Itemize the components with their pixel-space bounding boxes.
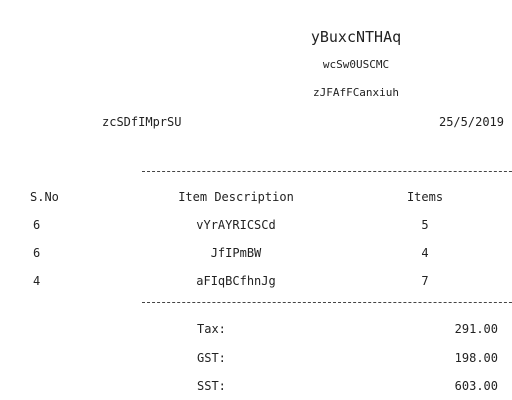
row-sno: 4 bbox=[33, 274, 41, 288]
tax-label: Tax: bbox=[197, 322, 226, 336]
row-items: 7 bbox=[421, 274, 429, 288]
divider-bottom bbox=[142, 302, 512, 303]
store-line-1: wcSw0USCMC bbox=[322, 58, 390, 71]
col-header-sno: S.No bbox=[30, 190, 59, 204]
divider-top bbox=[142, 171, 512, 172]
row-description: aFIqBCfhnJg bbox=[196, 274, 276, 288]
gst-value: 198.00 bbox=[454, 351, 498, 365]
sst-value: 603.00 bbox=[454, 379, 498, 393]
customer-name: zcSDfIMprSU bbox=[102, 115, 182, 129]
tax-value: 291.00 bbox=[454, 322, 498, 336]
sst-label: SST: bbox=[197, 379, 226, 393]
row-items: 4 bbox=[421, 246, 429, 260]
col-header-items: Items bbox=[406, 190, 444, 204]
gst-label: GST: bbox=[197, 351, 226, 365]
row-items: 5 bbox=[421, 218, 429, 232]
store-name: yBuxcNTHAq bbox=[310, 28, 402, 46]
store-line-2: zJFAfFCanxiuh bbox=[312, 86, 400, 99]
row-sno: 6 bbox=[33, 246, 41, 260]
row-description: JfIPmBW bbox=[210, 246, 262, 260]
row-sno: 6 bbox=[33, 218, 41, 232]
receipt-date: 25/5/2019 bbox=[438, 115, 504, 129]
col-header-description: Item Description bbox=[178, 190, 294, 204]
row-description: vYrAYRICSCd bbox=[196, 218, 276, 232]
